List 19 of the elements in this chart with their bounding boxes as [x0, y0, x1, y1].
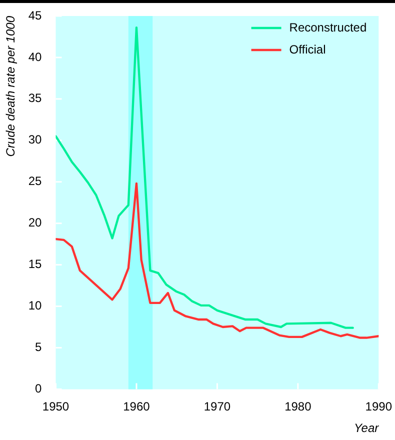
- x-axis-title: Year: [354, 421, 380, 436]
- x-tick-label: 1970: [204, 400, 231, 414]
- y-tick-label: 10: [28, 298, 42, 313]
- y-tick-label: 45: [28, 8, 42, 22]
- x-tick-label: 1990: [365, 400, 392, 414]
- legend-label: Reconstructed: [289, 20, 367, 34]
- y-tick-label: 5: [35, 340, 42, 354]
- y-tick-label: 0: [35, 382, 42, 396]
- y-tick-label: 20: [28, 216, 42, 230]
- legend-label: Official: [289, 42, 326, 56]
- x-tick-label: 1960: [123, 400, 150, 414]
- x-tick-label: 1950: [42, 400, 70, 414]
- y-tick-label: 40: [28, 50, 42, 64]
- y-axis-title: Crude death rate per 1000: [4, 16, 18, 157]
- y-tick-label: 25: [28, 174, 42, 188]
- y-tick-label: 30: [28, 132, 42, 147]
- y-tick-label: 35: [28, 91, 42, 106]
- x-tick-label: 1980: [284, 400, 312, 414]
- y-tick-label: 15: [28, 257, 42, 272]
